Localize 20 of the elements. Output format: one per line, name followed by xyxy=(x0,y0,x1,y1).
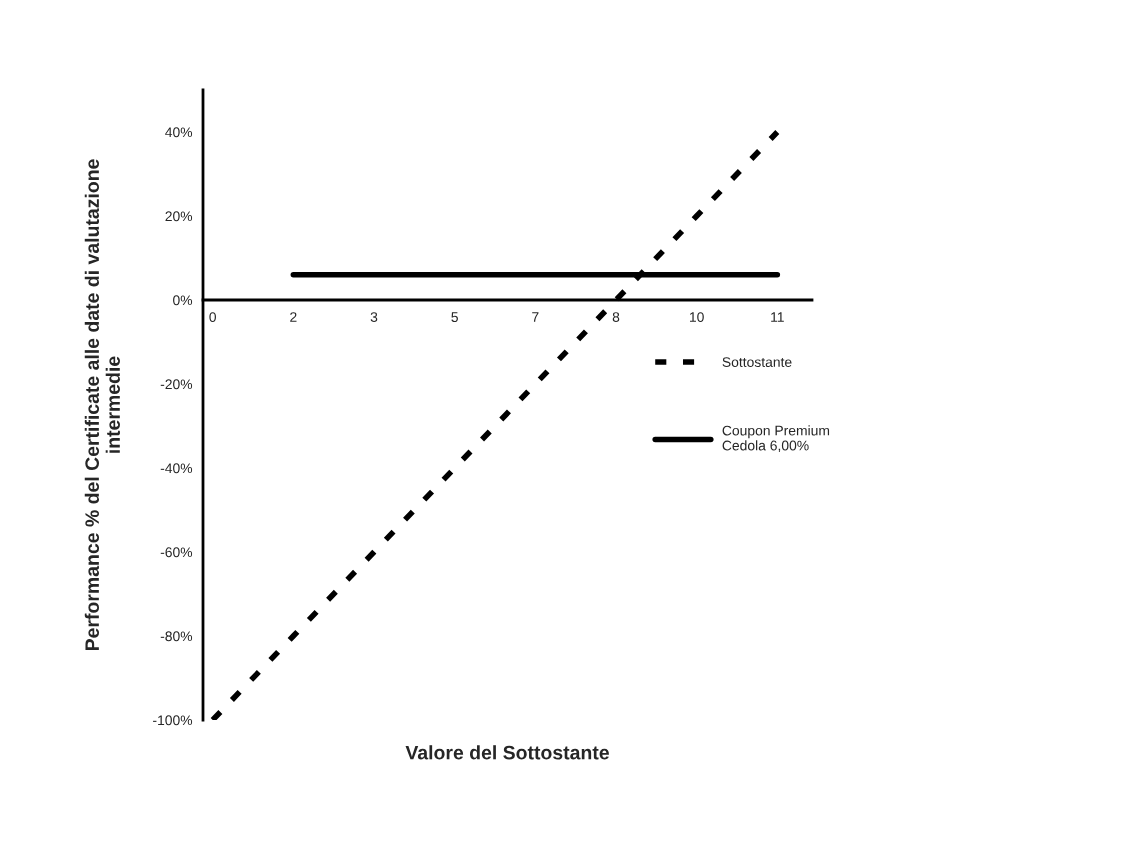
y-tick-label: 20% xyxy=(165,211,193,222)
x-tick-label: 10 xyxy=(689,312,704,323)
y-axis-title: Performance % del Certificate alle date di valutazione intermedie xyxy=(84,159,120,651)
x-tick-label: 0 xyxy=(209,312,216,323)
x-tick-label: 5 xyxy=(451,312,458,323)
legend-label: Sottostante xyxy=(722,357,792,367)
y-tick-label: -60% xyxy=(160,547,193,558)
y-tick-label: -80% xyxy=(160,631,193,642)
y-tick-label: -40% xyxy=(160,463,193,474)
x-tick-label: 8 xyxy=(612,312,620,323)
y-tick-label: -20% xyxy=(160,379,193,390)
x-tick-label: 11 xyxy=(771,312,784,322)
x-tick-label: 3 xyxy=(370,312,378,323)
y-tick-label: 0% xyxy=(173,295,193,306)
x-tick-label: 2 xyxy=(290,312,297,322)
legend-label: Coupon Premium Cedola 6,00% xyxy=(722,425,830,453)
y-tick-label: -100% xyxy=(153,715,193,726)
x-axis-title: Valore del Sottostante xyxy=(405,745,609,760)
y-tick-label: 40% xyxy=(165,127,193,138)
x-tick-label: 7 xyxy=(532,312,539,322)
